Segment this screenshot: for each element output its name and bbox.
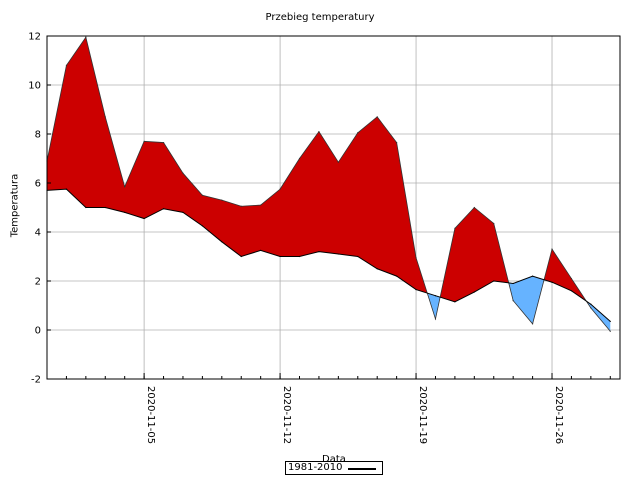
point-1981-2010 (298, 255, 301, 258)
point-1981-2010 (415, 288, 417, 291)
point-temperatura (337, 161, 339, 163)
y-axis-label: Temperatura (9, 173, 21, 238)
fill-area-below (427, 293, 441, 319)
point-temperatura (182, 172, 184, 174)
point-temperatura (590, 307, 592, 309)
point-1981-2010 (512, 282, 514, 285)
point-1981-2010 (182, 211, 184, 213)
fill-areas (47, 37, 611, 332)
point-1981-2010 (65, 188, 68, 190)
point-1981-2010 (279, 255, 281, 258)
point-temperatura (415, 257, 417, 259)
point-temperatura (609, 330, 611, 332)
x-axis-label: Data (322, 454, 346, 465)
fill-area-above (544, 249, 587, 302)
point-1981-2010 (434, 295, 437, 297)
point-1981-2010 (493, 280, 495, 282)
point-1981-2010 (609, 320, 611, 323)
point-temperatura (570, 277, 573, 280)
y-tick-label: 8 (35, 130, 41, 141)
point-1981-2010 (240, 255, 242, 258)
point-temperatura (357, 132, 359, 134)
series-lines (46, 36, 611, 332)
point-temperatura (124, 186, 126, 188)
x-tick-label: 2020-11-05 (145, 386, 156, 444)
y-tick-label: 6 (35, 179, 41, 190)
y-tick-label: 4 (35, 228, 41, 239)
point-1981-2010 (551, 281, 553, 283)
legend-label: 1981-2010 (288, 462, 343, 473)
ticks: -2 0 2 4 6 8 10 12 2020-11-05 2020-11-12 2020-11-1… (28, 32, 611, 444)
point-temperatura (260, 204, 262, 206)
point-temperatura (551, 248, 553, 250)
point-1981-2010 (221, 241, 223, 243)
point-1981-2010 (104, 206, 106, 209)
legend-line (348, 468, 376, 470)
point-1981-2010 (376, 268, 378, 270)
y-tick-label: 2 (35, 277, 41, 288)
series-line-1981-2010 (46, 188, 611, 322)
point-1981-2010 (162, 208, 165, 210)
point-temperatura (201, 194, 203, 196)
point-temperatura (396, 141, 398, 144)
y-tick-label: 10 (28, 81, 41, 92)
point-temperatura (376, 116, 378, 118)
point-1981-2010 (357, 255, 359, 258)
point-temperatura (298, 157, 301, 160)
chart-title: Przebieg temperatury (265, 12, 375, 23)
point-1981-2010 (337, 253, 339, 255)
point-1981-2010 (143, 217, 145, 220)
point-1981-2010 (201, 225, 203, 227)
legend: 1981-2010 (285, 461, 383, 475)
fill-area-above (440, 207, 509, 302)
point-1981-2010 (85, 206, 87, 209)
point-temperatura (434, 318, 437, 320)
point-temperatura (143, 140, 145, 142)
point-1981-2010 (570, 290, 573, 292)
point-temperatura (162, 141, 165, 144)
point-temperatura (104, 116, 106, 118)
point-1981-2010 (473, 291, 475, 293)
point-1981-2010 (260, 249, 262, 251)
point-temperatura (493, 222, 495, 225)
fill-area-below (508, 276, 545, 324)
point-1981-2010 (318, 251, 320, 253)
point-1981-2010 (124, 211, 126, 213)
point-temperatura (240, 205, 242, 207)
point-temperatura (221, 199, 223, 201)
plot-frame (46, 35, 621, 380)
y-tick-label: 12 (28, 32, 41, 43)
point-temperatura (473, 206, 475, 209)
y-tick-label: -2 (31, 375, 41, 386)
point-1981-2010 (531, 275, 534, 277)
point-temperatura (512, 300, 514, 302)
point-1981-2010 (396, 275, 398, 277)
fill-area-above (47, 37, 428, 294)
series-line-temperatura (46, 36, 611, 332)
point-temperatura (531, 323, 534, 325)
x-tick-label: 2020-11-12 (281, 386, 292, 444)
point-temperatura (85, 36, 87, 38)
point-temperatura (65, 64, 68, 66)
point-1981-2010 (590, 303, 592, 305)
point-temperatura (318, 130, 320, 133)
point-temperatura (454, 227, 456, 229)
point-temperatura (279, 188, 281, 190)
y-tick-label: 0 (35, 326, 41, 337)
x-tick-label: 2020-11-26 (553, 386, 564, 444)
point-1981-2010 (454, 301, 456, 303)
x-tick-label: 2020-11-19 (417, 386, 428, 444)
